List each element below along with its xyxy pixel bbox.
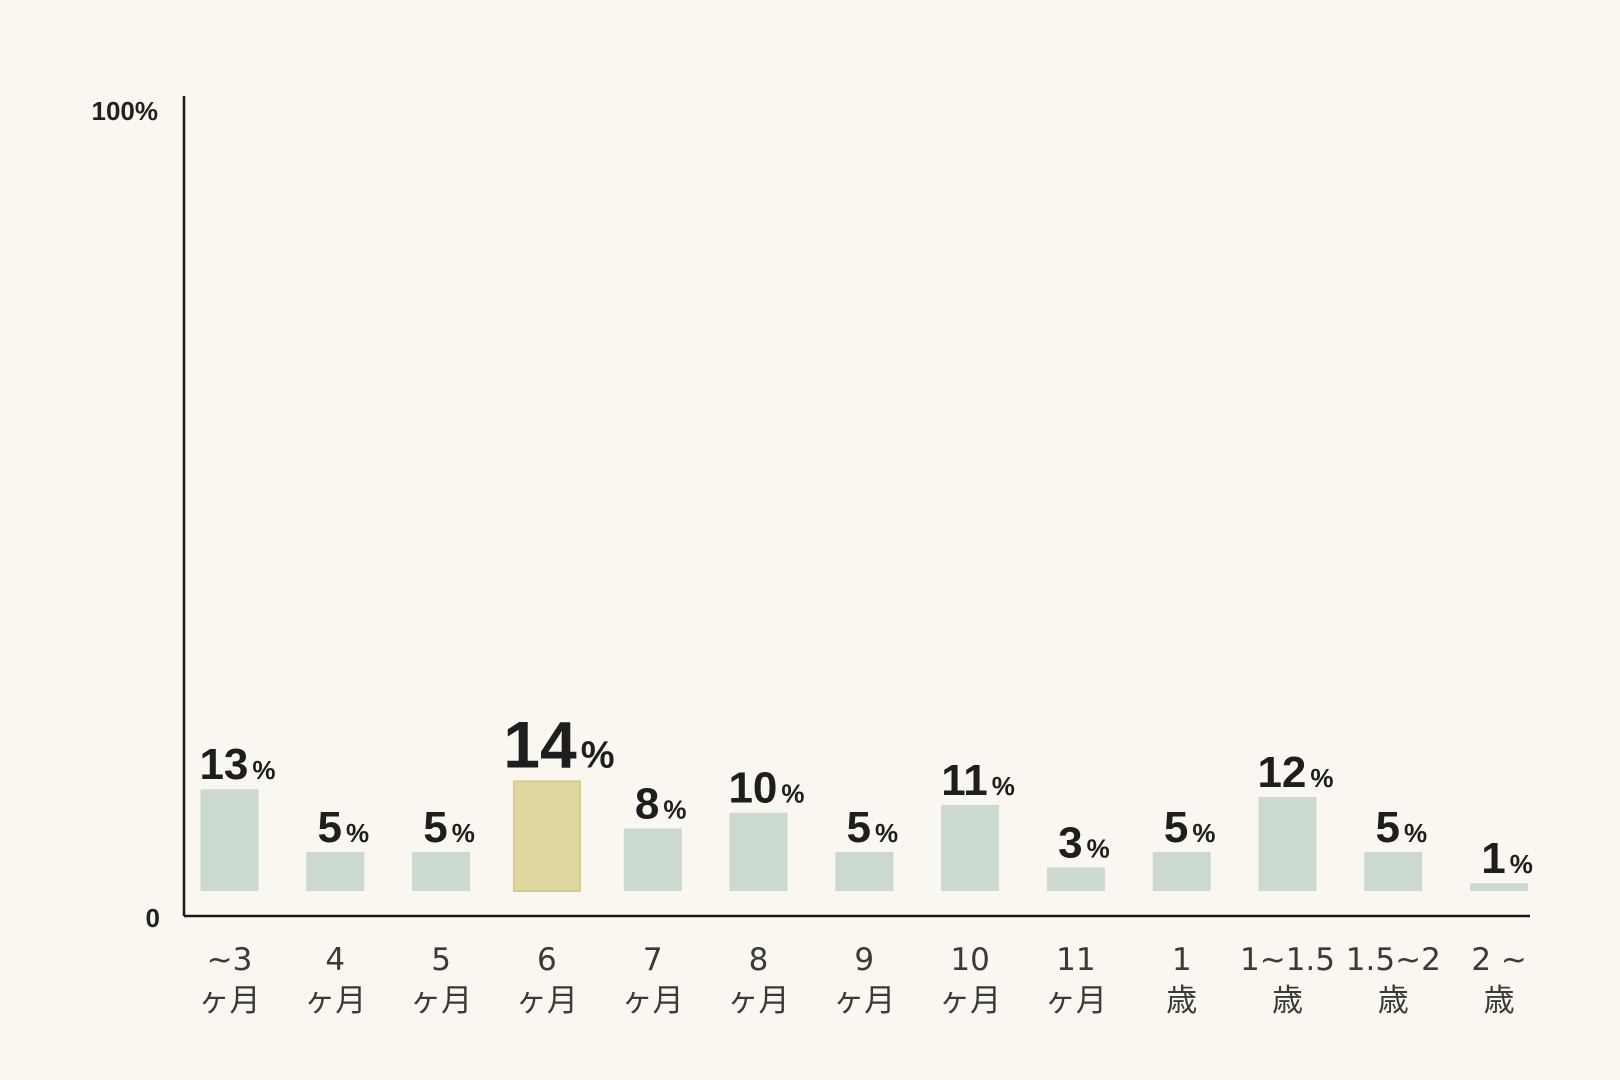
x-tick-label-line-1: 5 <box>431 942 451 978</box>
x-tick-label-line-1: 7 <box>643 942 663 978</box>
x-tick-label-line-1: 6 <box>537 942 557 978</box>
x-tick-label-line-2: 歳 <box>1166 983 1197 1019</box>
bar-value-label: 5% <box>1164 803 1216 852</box>
x-tick-label: 5 ヶ月 <box>410 942 472 1019</box>
x-tick-label-line-2: ヶ月 <box>199 983 261 1019</box>
bar-value-number: 13 <box>199 740 248 789</box>
bar-value-number: 3 <box>1058 819 1082 868</box>
x-tick-label-line-2: 歳 <box>1272 983 1303 1019</box>
x-tick-label-line-2: ヶ月 <box>939 983 1001 1019</box>
x-tick-label-line-1: 11 <box>1056 942 1095 978</box>
x-tick-label: 4 ヶ月 <box>304 942 366 1019</box>
x-tick-label: 1.5~2 歳 <box>1346 942 1441 1019</box>
bar-value-label: 8% <box>635 779 687 828</box>
bar-value-percent: % <box>452 818 475 848</box>
bar-value-percent: % <box>1404 818 1427 848</box>
bar-value-number: 8 <box>635 779 659 828</box>
x-tick-label: 8 ヶ月 <box>728 942 790 1019</box>
x-tick-label-line-2: ヶ月 <box>622 983 684 1019</box>
value-labels: 13 %5% 5 %14 %8% 10 %5 %11 %3% 5 %12 %5 %1% <box>199 707 1532 883</box>
bar <box>1152 851 1211 891</box>
x-tick-label-line-1: 1 <box>1172 942 1192 978</box>
bars <box>200 780 1529 893</box>
axes <box>182 96 1530 918</box>
bar-value-label: 12% <box>1257 748 1333 797</box>
bar-value-percent: % <box>1510 849 1533 879</box>
bar <box>1470 883 1529 891</box>
x-tick-label-line-1: 1~1.5 <box>1240 942 1335 978</box>
bar <box>412 851 471 891</box>
bar <box>1364 851 1423 891</box>
x-tick-label: 11 ヶ月 <box>1045 942 1107 1019</box>
bar-value-number: 14 <box>503 707 577 781</box>
bar <box>1258 797 1317 891</box>
bar-highlighted <box>512 780 581 893</box>
x-tick-label: 1~1.5 歳 <box>1240 942 1335 1019</box>
bar-value-label: 11% <box>941 756 1015 805</box>
x-tick-label-line-1: 10 <box>950 942 989 978</box>
x-tick-label-line-2: ヶ月 <box>833 983 895 1019</box>
x-tick-label: 6 ヶ月 <box>516 942 578 1019</box>
bar <box>200 789 259 891</box>
bar-value-number: 5 <box>1375 803 1399 852</box>
bar-value-percent: % <box>1087 834 1110 864</box>
bar <box>835 851 894 891</box>
x-tick-label-line-2: 歳 <box>1484 983 1515 1019</box>
x-tick-label-line-1: ~3 <box>207 942 253 978</box>
bar-value-percent: % <box>346 818 369 848</box>
x-tick-label-line-1: 4 <box>325 942 345 978</box>
bar-value-number: 10 <box>728 764 777 813</box>
bar-value-number: 5 <box>1164 803 1188 852</box>
x-tick-label-line-2: ヶ月 <box>1045 983 1107 1019</box>
x-tick-label-line-1: 2 ~ <box>1471 942 1527 978</box>
x-tick-label-line-2: ヶ月 <box>728 983 790 1019</box>
bar <box>729 812 788 891</box>
y-tick-label-top: 100% <box>92 96 159 126</box>
bar-value-number: 5 <box>317 803 341 852</box>
bar <box>306 851 365 891</box>
bar-value-label: 5% <box>846 803 898 852</box>
bar-value-label: 14% <box>503 707 614 781</box>
bar-value-percent: % <box>992 771 1015 801</box>
x-tick-label-line-1: 8 <box>749 942 769 978</box>
bar-value-label: 1% <box>1481 834 1533 883</box>
y-axis-tick-labels: 100% 0 <box>92 96 161 933</box>
x-tick-label: 10 ヶ月 <box>939 942 1001 1019</box>
bar-value-percent: % <box>875 818 898 848</box>
bar-value-percent: % <box>1310 763 1333 793</box>
bar <box>1046 867 1105 891</box>
bar-value-percent: % <box>781 779 804 809</box>
x-tick-label: 2 ~ 歳 <box>1471 942 1527 1019</box>
bar <box>623 828 682 891</box>
bar-value-number: 5 <box>423 803 447 852</box>
x-tick-label-line-2: ヶ月 <box>304 983 366 1019</box>
x-tick-label-line-2: ヶ月 <box>516 983 578 1019</box>
x-tick-label-line-2: 歳 <box>1378 983 1409 1019</box>
bar-value-number: 1 <box>1481 834 1505 883</box>
y-tick-label-bottom: 0 <box>146 903 160 933</box>
x-tick-label-line-1: 1.5~2 <box>1346 942 1441 978</box>
bar-value-percent: % <box>581 734 615 776</box>
bar-value-label: 13% <box>199 740 275 789</box>
bar-value-label: 10% <box>728 764 804 813</box>
bar-value-label: 5% <box>423 803 475 852</box>
bar-value-percent: % <box>252 755 275 785</box>
bar-value-percent: % <box>663 794 686 824</box>
bar-value-label: 5% <box>317 803 369 852</box>
bar-value-number: 5 <box>846 803 870 852</box>
x-tick-label: 7 ヶ月 <box>622 942 684 1019</box>
bar-value-label: 3% <box>1058 819 1110 868</box>
x-tick-label: ~3 ヶ月 <box>199 942 261 1019</box>
x-tick-label-line-2: ヶ月 <box>410 983 472 1019</box>
x-tick-label: 9 ヶ月 <box>833 942 895 1019</box>
bar-value-label: 5% <box>1375 803 1427 852</box>
bar-value-percent: % <box>1192 818 1215 848</box>
x-tick-label-line-1: 9 <box>854 942 874 978</box>
bar <box>941 804 1000 891</box>
bar-value-number: 12 <box>1257 748 1306 797</box>
bar-value-number: 11 <box>941 756 988 805</box>
